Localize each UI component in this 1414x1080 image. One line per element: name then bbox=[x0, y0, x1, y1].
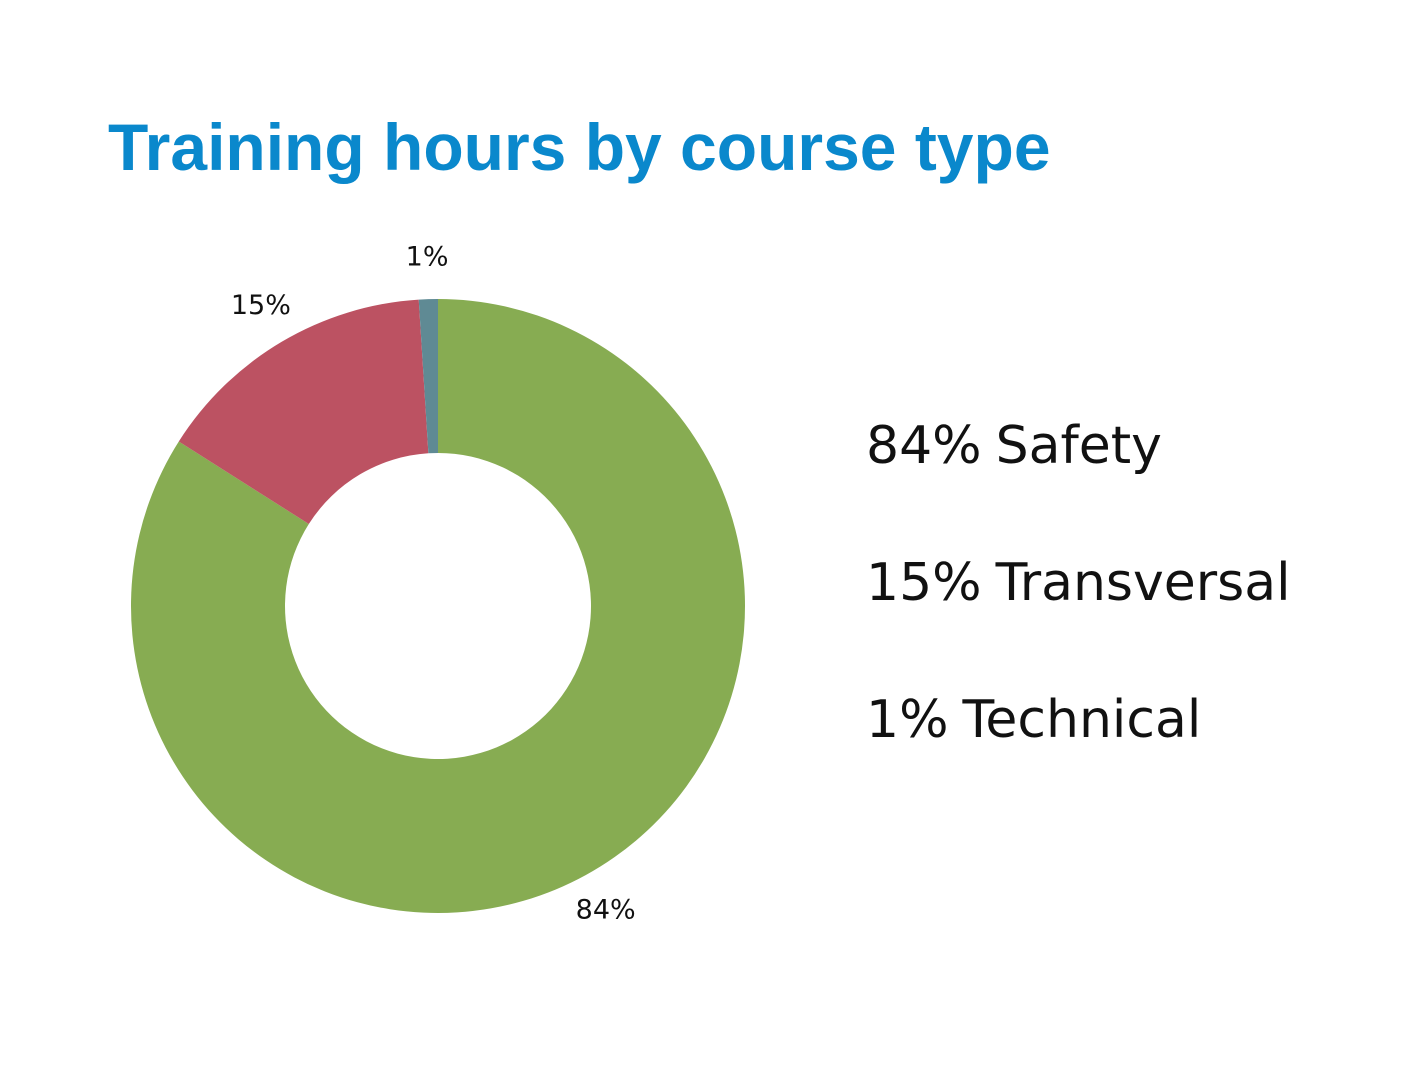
legend-label: Safety bbox=[996, 416, 1162, 476]
data-label: 15% bbox=[231, 290, 291, 321]
donut-slice bbox=[418, 299, 438, 454]
legend-label: Transversal bbox=[995, 553, 1291, 613]
legend-entry: 84% Safety bbox=[866, 416, 1162, 476]
legend-value: 84% bbox=[866, 416, 982, 476]
legend-label: Technical bbox=[962, 690, 1202, 750]
data-label: 1% bbox=[406, 242, 449, 273]
legend-entry: 15% Transversal bbox=[866, 553, 1291, 613]
data-label: 84% bbox=[576, 894, 636, 925]
legend-value: 1% bbox=[866, 690, 949, 750]
donut-slice bbox=[178, 299, 429, 525]
chart-title: Training hours by course type bbox=[108, 110, 1051, 184]
donut-slice bbox=[130, 299, 745, 913]
legend-value: 15% bbox=[866, 553, 982, 613]
legend-entry: 1% Technical bbox=[866, 690, 1201, 750]
